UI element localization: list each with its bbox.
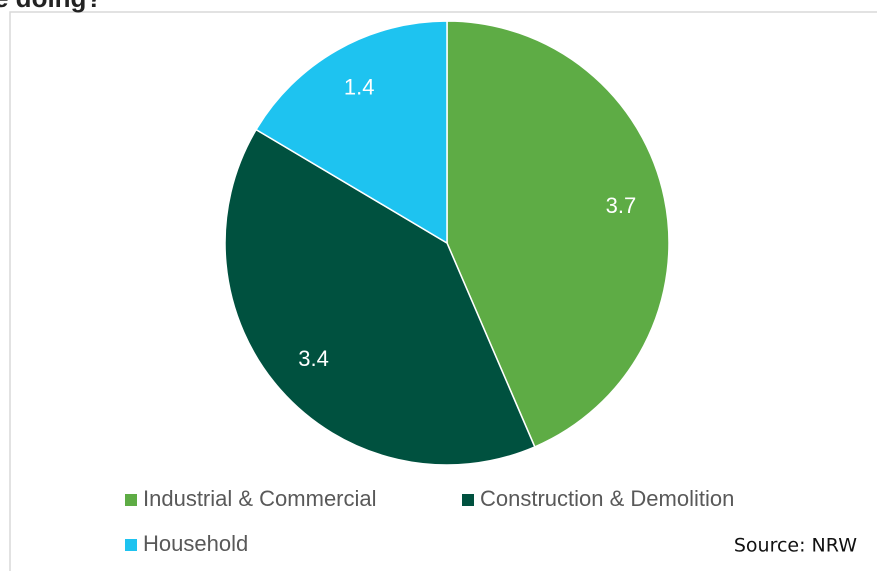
pie-slice bbox=[255, 20, 448, 245]
data-label: 3.4 bbox=[298, 346, 329, 371]
chart-title: e doing? bbox=[0, 0, 102, 13]
legend-swatch bbox=[125, 494, 137, 506]
data-label: 3.7 bbox=[606, 193, 637, 218]
data-label: 1.4 bbox=[344, 74, 375, 99]
legend-swatch bbox=[125, 539, 137, 551]
legend-label: Construction & Demolition bbox=[480, 486, 734, 511]
legend-label: Industrial & Commercial bbox=[143, 486, 377, 511]
chart-frame bbox=[9, 11, 877, 571]
source-note: Source: NRW bbox=[734, 535, 857, 557]
pie-slice bbox=[446, 20, 670, 448]
legend-label: Household bbox=[143, 531, 248, 556]
pie-slice bbox=[224, 128, 536, 466]
legend-swatch bbox=[462, 494, 474, 506]
